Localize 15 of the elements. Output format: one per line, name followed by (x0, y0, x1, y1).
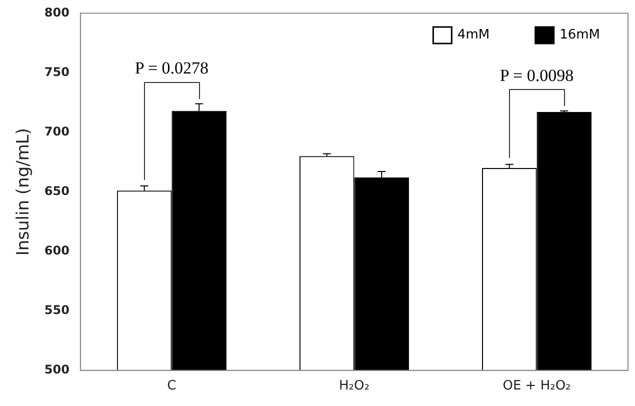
y-tick-label: 550 (44, 302, 70, 317)
legend-label: 16mM (560, 28, 600, 43)
y-axis-title: Insulin (ng/mL) (14, 128, 34, 256)
annotation: P = 0.0278 (134, 58, 209, 78)
x-tick-label: H₂O₂ (339, 378, 370, 394)
x-tick-label: C (167, 378, 176, 394)
y-tick-label: 800 (44, 5, 70, 20)
annotation: P = 0.0098 (500, 66, 574, 85)
y-tick-label: 750 (44, 64, 70, 79)
y-tick-label: 650 (44, 184, 70, 198)
y-tick-label: 600 (44, 243, 70, 258)
y-tick-label: 500 (44, 362, 70, 377)
y-tick-label: 700 (44, 124, 70, 138)
x-tick-label: OE + H₂O₂ (502, 378, 571, 394)
legend-label: 4mM (457, 28, 490, 43)
